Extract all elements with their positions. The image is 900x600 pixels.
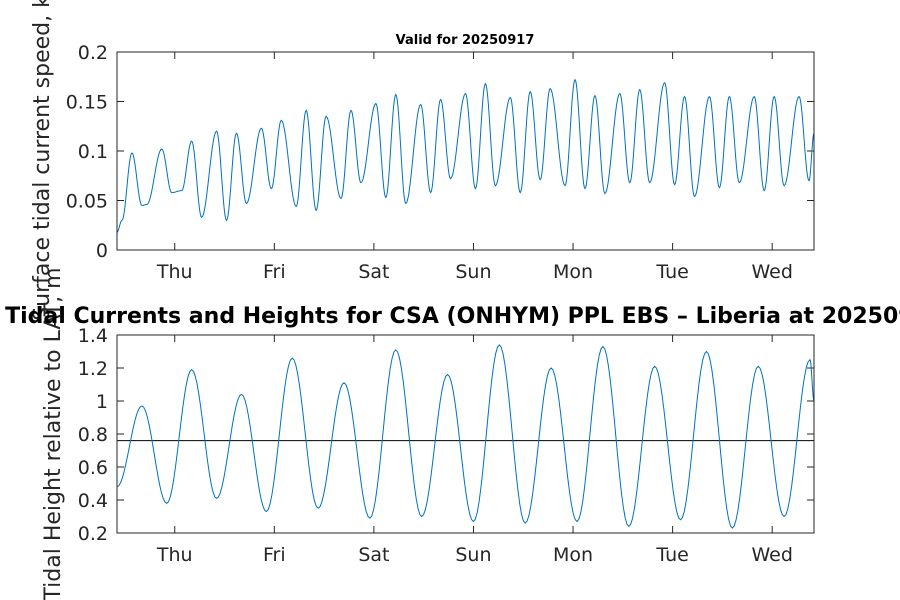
top-y-tick-label: 0.1	[78, 141, 108, 163]
top-x-tick-label: Tue	[655, 261, 688, 283]
bottom-tidal-height-line	[116, 344, 815, 529]
bottom-x-ticks: Thu Fri Sat Sun Mon Tue Wed	[156, 335, 793, 566]
top-current-speed-line	[116, 78, 815, 233]
bottom-title: Tidal Currents and Heights for CSA (ONHY…	[5, 304, 900, 329]
bottom-y-tick-label: 0.4	[78, 490, 108, 512]
bottom-x-tick-label: Fri	[263, 544, 286, 566]
bottom-y-tick-label: 0.8	[78, 424, 108, 446]
bottom-axes: 0.2 0.4 0.6 0.8 1 1.2 1.4 Thu Fri Sat Sun Mon Tue We…	[5, 267, 900, 600]
top-y-tick-label: 0.15	[66, 92, 108, 114]
top-y-tick-label: 0.2	[78, 42, 108, 64]
bottom-axes-box	[116, 334, 815, 534]
top-x-ticks: Thu Fri Sat Sun Mon Tue Wed	[156, 52, 793, 283]
top-x-tick-label: Fri	[263, 261, 286, 283]
top-x-tick-label: Sun	[455, 261, 491, 283]
bottom-y-tick-label: 1.2	[78, 358, 108, 380]
top-x-tick-label: Thu	[156, 261, 193, 283]
top-title: Valid for 20250917	[396, 33, 535, 48]
bottom-x-tick-label: Wed	[751, 544, 792, 566]
top-y-ticks: 0 0.05 0.1 0.15 0.2	[66, 42, 814, 262]
bottom-x-tick-label: Tue	[655, 544, 688, 566]
top-x-tick-label: Mon	[553, 261, 593, 283]
top-y-tick-label: 0	[96, 240, 108, 262]
bottom-x-tick-label: Mon	[553, 544, 593, 566]
bottom-x-tick-label: Thu	[156, 544, 193, 566]
top-y-label: Surface tidal current speed, kn	[30, 0, 55, 321]
top-plot-area	[117, 52, 814, 250]
bottom-plot-area	[117, 335, 814, 533]
bottom-y-label: Tidal Height relative to LAT, m	[41, 267, 66, 600]
bottom-y-tick-label: 0.2	[78, 523, 108, 545]
top-axes-box	[116, 51, 815, 251]
top-y-tick-label: 0.05	[66, 191, 108, 213]
top-x-tick-label: Sat	[358, 261, 389, 283]
bottom-y-tick-label: 1.4	[78, 325, 108, 347]
bottom-y-tick-label: 1	[96, 391, 108, 413]
bottom-y-tick-label: 0.6	[78, 457, 108, 479]
bottom-x-tick-label: Sun	[455, 544, 491, 566]
top-x-tick-label: Wed	[751, 261, 792, 283]
bottom-x-tick-label: Sat	[358, 544, 389, 566]
top-axes: Valid for 20250917 0 0.05 0.1 0.15 0.2 Thu Fr…	[30, 0, 815, 321]
bottom-y-ticks: 0.2 0.4 0.6 0.8 1 1.2 1.4	[78, 325, 814, 545]
